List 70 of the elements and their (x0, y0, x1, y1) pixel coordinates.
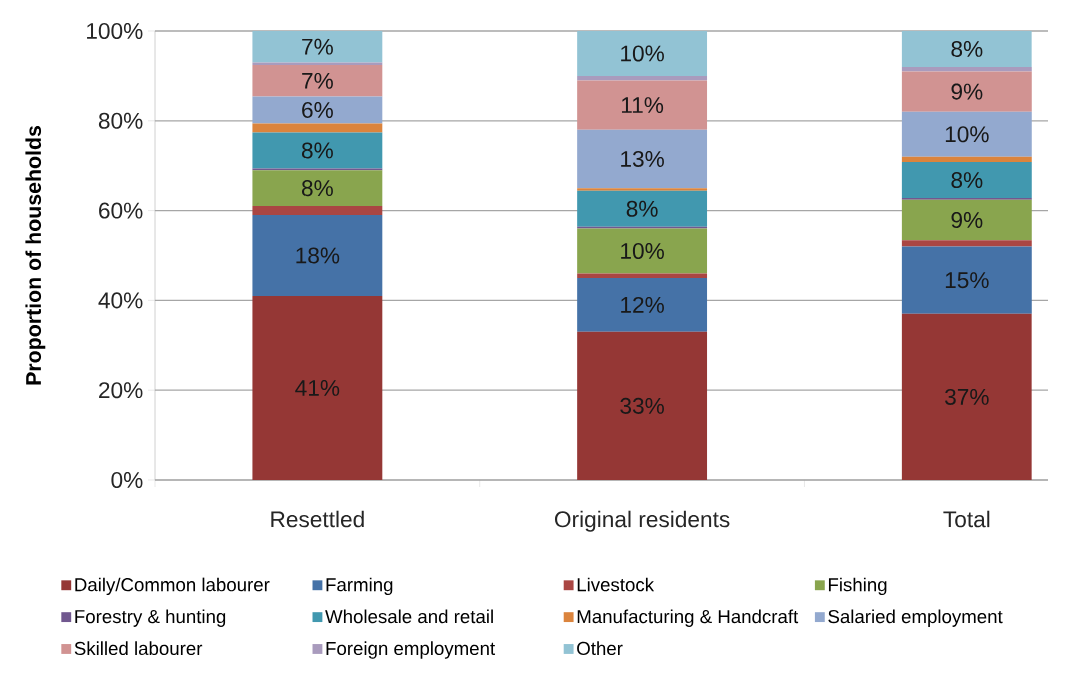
y-tick-label: 20% (99, 382, 143, 399)
bar (901, 30, 1032, 67)
data-label: 7% (302, 38, 333, 55)
x-tick-label: Total (943, 510, 990, 528)
bar (901, 111, 1032, 157)
data-label: 18% (296, 247, 340, 264)
legend-label: Fishing (828, 577, 887, 596)
data-label: 8% (951, 172, 983, 189)
bar (901, 240, 1032, 247)
bar (577, 129, 708, 189)
y-tick-label: 80% (98, 112, 143, 129)
data-label: 10% (621, 242, 664, 260)
data-label: 15% (945, 272, 989, 289)
legend-label: Manufacturing & Handcraft (577, 609, 799, 627)
bar (901, 199, 1032, 241)
data-label: 33% (620, 397, 664, 414)
legend-label: Wholesale and retail (325, 609, 493, 624)
legend-label: Foreign employment (326, 641, 496, 659)
data-label: 8% (301, 180, 333, 197)
bar (252, 96, 383, 124)
bar (577, 331, 708, 480)
bar (577, 190, 708, 227)
data-label: 10% (945, 126, 989, 143)
legend-label: Forestry & hunting (75, 609, 226, 627)
bar (252, 206, 383, 216)
data-label: 9% (951, 83, 983, 100)
data-label: 10% (621, 45, 664, 62)
bar (252, 30, 383, 63)
bar (577, 30, 708, 76)
legend-label: Other (577, 641, 623, 656)
legend-label: Farming (326, 577, 393, 596)
bar (901, 156, 1032, 163)
data-label: 6% (302, 101, 333, 119)
data-label: 37% (945, 388, 989, 405)
bar (252, 132, 383, 169)
legend-label: Salaried employment (828, 609, 1003, 627)
y-tick-label: 100% (87, 22, 143, 40)
bar (901, 71, 1032, 112)
bar (252, 170, 383, 207)
bar (901, 313, 1032, 480)
legend-label: Livestock (577, 577, 655, 592)
x-tick-label: Resettled (271, 510, 364, 528)
legend-label: Skilled labourer (74, 641, 203, 656)
bar (252, 123, 383, 133)
bar (577, 277, 708, 332)
bar (252, 65, 383, 97)
data-label: 8% (301, 142, 333, 159)
bar (901, 162, 1032, 199)
data-label: 11% (621, 97, 664, 113)
bar (577, 273, 708, 278)
bar (252, 215, 383, 296)
y-tick-label: 60% (99, 202, 143, 219)
x-tick-label: Original residents (554, 510, 730, 532)
bar (901, 246, 1032, 314)
data-label: 8% (951, 40, 983, 57)
data-label: 9% (951, 211, 983, 229)
bar (577, 80, 708, 130)
y-tick-label: 0% (111, 471, 143, 489)
bar (577, 188, 708, 191)
data-label: 13% (621, 150, 664, 167)
data-label: 7% (302, 72, 333, 89)
data-label: 8% (626, 200, 658, 217)
bar (252, 62, 383, 66)
bar (252, 295, 383, 480)
data-label: 12% (621, 296, 664, 313)
bar (577, 228, 708, 274)
legend-label: Daily/Common labourer (75, 577, 270, 596)
y-axis-title: Proportion of households (25, 126, 46, 385)
data-label: 41% (295, 380, 340, 396)
y-tick-label: 40% (98, 292, 143, 309)
